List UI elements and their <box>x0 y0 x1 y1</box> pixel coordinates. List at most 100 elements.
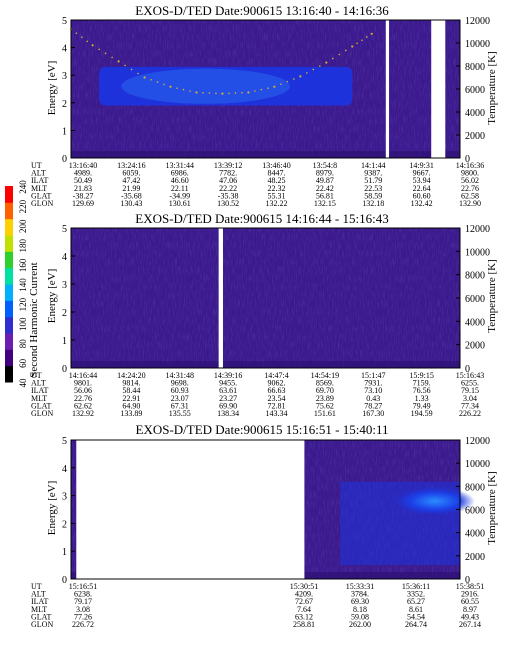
table-cell: 226.22 <box>459 409 481 418</box>
table-cell: 8.18 <box>353 605 367 614</box>
table-cell: 132.18 <box>362 199 384 208</box>
row-label: ALT <box>31 169 46 178</box>
temperature-point <box>319 65 321 67</box>
temperature-tick-label: 0 <box>465 154 470 165</box>
colorbar-swatch <box>5 267 13 285</box>
table-cell: 13:31:44 <box>166 161 194 170</box>
panel-1-plot-area <box>69 20 460 158</box>
row-label: UT <box>31 371 42 380</box>
energy-tick-label: 2 <box>62 519 67 530</box>
colorbar-swatch <box>5 349 13 367</box>
table-cell: 9387. <box>364 169 382 178</box>
table-cell: 7782. <box>219 169 237 178</box>
table-cell: 77.34 <box>461 401 479 410</box>
table-cell: 23.89 <box>316 394 334 403</box>
temperature-tick-label: 12000 <box>465 224 490 235</box>
temperature-point <box>91 44 94 47</box>
panel-3-orbit-table: UT 15:16:51 15:30:51 15:33:31 15:36:11 15:38:… <box>31 582 484 629</box>
colorbar-swatch <box>5 202 13 220</box>
temperature-tick-label: 6000 <box>465 506 485 517</box>
table-cell: 9062. <box>268 379 286 388</box>
energy-tick-label: 0 <box>62 575 67 586</box>
table-cell: 194.59 <box>411 409 433 418</box>
temperature-point <box>143 76 146 79</box>
table-cell: 63.61 <box>219 386 237 395</box>
panel-1-ylabel: Energy [eV] <box>46 61 58 115</box>
table-cell: 50.49 <box>74 176 92 185</box>
table-cell: 132.22 <box>266 199 288 208</box>
table-cell: 14:16:36 <box>456 161 484 170</box>
energy-tick-label: 3 <box>62 71 67 82</box>
row-label: ALT <box>31 590 46 599</box>
temperature-tick-label: 2000 <box>465 131 485 142</box>
temperature-tick-label: 0 <box>465 575 470 586</box>
temperature-tick-label: 4000 <box>465 108 485 119</box>
high-flux-core <box>121 68 291 104</box>
table-cell: 3.08 <box>76 605 90 614</box>
temperature-point <box>260 88 263 91</box>
temperature-point <box>351 45 354 48</box>
table-cell: 3352. <box>407 590 425 599</box>
table-cell: 69.70 <box>316 386 334 395</box>
data-gap <box>218 228 223 368</box>
low-energy-band <box>71 361 460 368</box>
table-cell: 51.79 <box>364 176 382 185</box>
temperature-point <box>254 90 256 92</box>
temperature-point <box>208 92 211 94</box>
temperature-point <box>325 61 328 64</box>
temperature-tick-label: 6000 <box>465 294 485 305</box>
colorbar-tick-label: 180 <box>18 239 28 253</box>
table-cell: 8.61 <box>409 605 423 614</box>
table-cell: 132.92 <box>72 409 94 418</box>
temperature-point <box>366 36 368 38</box>
table-cell: 73.10 <box>364 386 382 395</box>
table-cell: 143.34 <box>266 409 288 418</box>
table-cell: 15:30:51 <box>290 582 318 591</box>
panel-3-title: EXOS-D/TED Date:900615 15:16:51 - 15:40:… <box>136 422 389 437</box>
table-cell: 14:24:20 <box>117 371 145 380</box>
temperature-point <box>228 92 230 95</box>
table-cell: 79.49 <box>413 401 431 410</box>
table-cell: -35.38 <box>218 191 239 200</box>
temperature-point <box>75 32 78 35</box>
table-cell: 7931. <box>364 379 382 388</box>
table-cell: 226.72 <box>72 620 94 629</box>
table-cell: 53.94 <box>413 176 431 185</box>
table-cell: 13:24:16 <box>117 161 145 170</box>
table-cell: 22.53 <box>364 184 382 193</box>
row-label: ILAT <box>31 386 48 395</box>
table-cell: 15:36:11 <box>402 582 430 591</box>
table-cell: 21.83 <box>74 184 92 193</box>
table-cell: 9455. <box>219 379 237 388</box>
low-energy-band <box>71 151 460 158</box>
temperature-point <box>361 39 363 41</box>
table-cell: 14:39:16 <box>214 371 242 380</box>
table-cell: 9667. <box>413 169 431 178</box>
energy-tick-label: 5 <box>62 436 67 447</box>
table-cell: 22.76 <box>74 394 92 403</box>
table-cell: 75.62 <box>316 401 334 410</box>
table-cell: 15:9:15 <box>409 371 433 380</box>
temperature-point <box>299 75 302 78</box>
table-cell: 1.33 <box>415 394 429 403</box>
table-cell: 14:31:48 <box>166 371 194 380</box>
temperature-point <box>195 91 198 94</box>
table-cell: 58.59 <box>364 191 382 200</box>
temperature-point <box>124 64 126 67</box>
temperature-point <box>202 91 204 94</box>
table-cell: 22.91 <box>122 394 140 403</box>
table-cell: 130.52 <box>217 199 239 208</box>
temperature-point <box>356 42 358 45</box>
data-gap <box>431 20 446 158</box>
panel-2-y2label: Temperature [K] <box>486 259 498 332</box>
temperature-tick-label: 12000 <box>465 436 490 447</box>
colorbar-swatch <box>5 300 13 318</box>
colorbar-tick-label: 120 <box>18 297 28 311</box>
panel-1-title: EXOS-D/TED Date:900615 13:16:40 - 14:16:… <box>135 3 389 18</box>
temperature-point <box>273 85 276 88</box>
colorbar-swatch <box>5 251 13 269</box>
table-cell: 133.89 <box>120 409 142 418</box>
colorbar-swatches <box>5 186 13 383</box>
temperature-point <box>247 91 250 94</box>
table-cell: 14:54:19 <box>311 371 339 380</box>
